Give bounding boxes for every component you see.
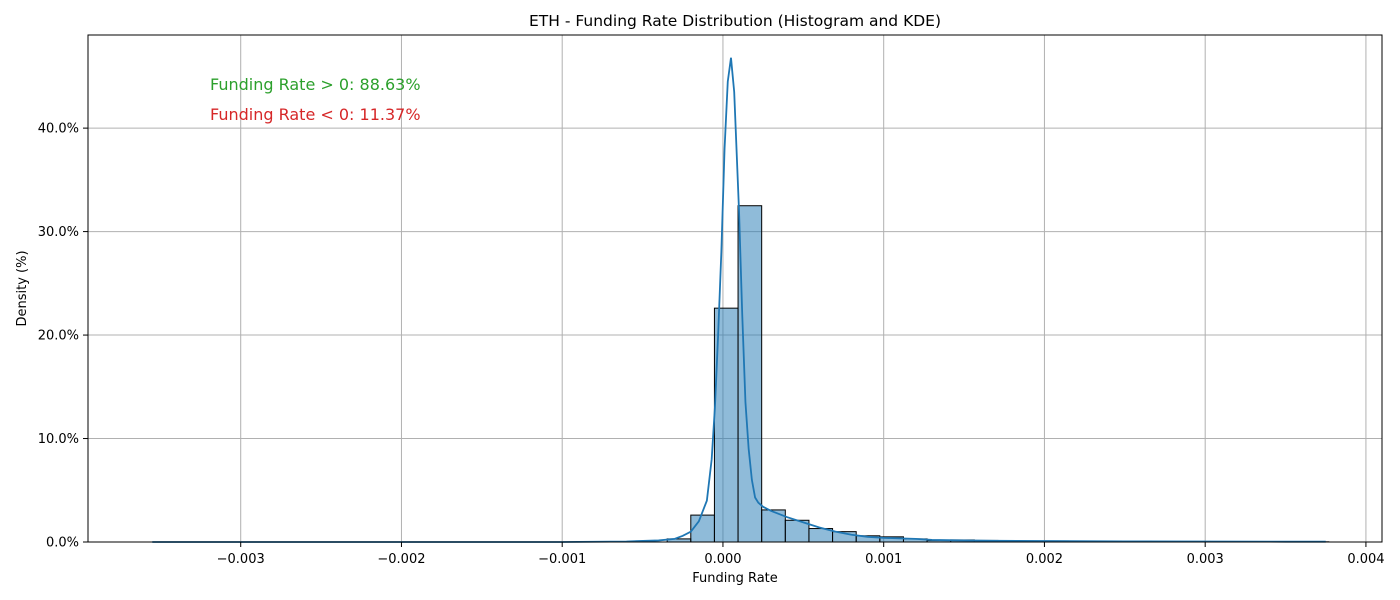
annotation-negative-rate: Funding Rate < 0: 11.37%	[210, 105, 421, 124]
x-axis-label: Funding Rate	[692, 571, 778, 586]
histogram-bar	[737, 205, 763, 543]
y-axis-ticks: 0.0% 10.0% 20.0% 30.0% 40.0%	[38, 122, 88, 551]
x-tick-label: 0.002	[1026, 552, 1063, 567]
y-tick-label: 0.0%	[46, 536, 79, 551]
y-tick-label: 20.0%	[38, 329, 79, 344]
x-axis-ticks: −0.003 −0.002 −0.001 0.000 0.001 0.002 0.003 0.…	[217, 542, 1385, 567]
x-tick-label: 0.001	[865, 552, 902, 567]
x-tick-label: 0.004	[1347, 552, 1384, 567]
kde-curve	[152, 57, 1326, 543]
x-tick-label: −0.002	[377, 552, 425, 567]
kde-line	[152, 57, 1326, 543]
chart-title: ETH - Funding Rate Distribution (Histogr…	[529, 12, 941, 30]
x-tick-label: −0.001	[538, 552, 586, 567]
annotation-positive-rate: Funding Rate > 0: 88.63%	[210, 75, 421, 94]
y-tick-label: 40.0%	[38, 122, 79, 137]
x-tick-label: −0.003	[217, 552, 265, 567]
x-tick-label: 0.003	[1187, 552, 1224, 567]
y-axis-label: Density (%)	[15, 250, 30, 326]
plot-frame	[87, 34, 1383, 543]
histogram-bars	[666, 205, 1330, 543]
y-tick-label: 10.0%	[38, 432, 79, 447]
x-tick-label: 0.000	[704, 552, 741, 567]
y-tick-label: 30.0%	[38, 225, 79, 240]
